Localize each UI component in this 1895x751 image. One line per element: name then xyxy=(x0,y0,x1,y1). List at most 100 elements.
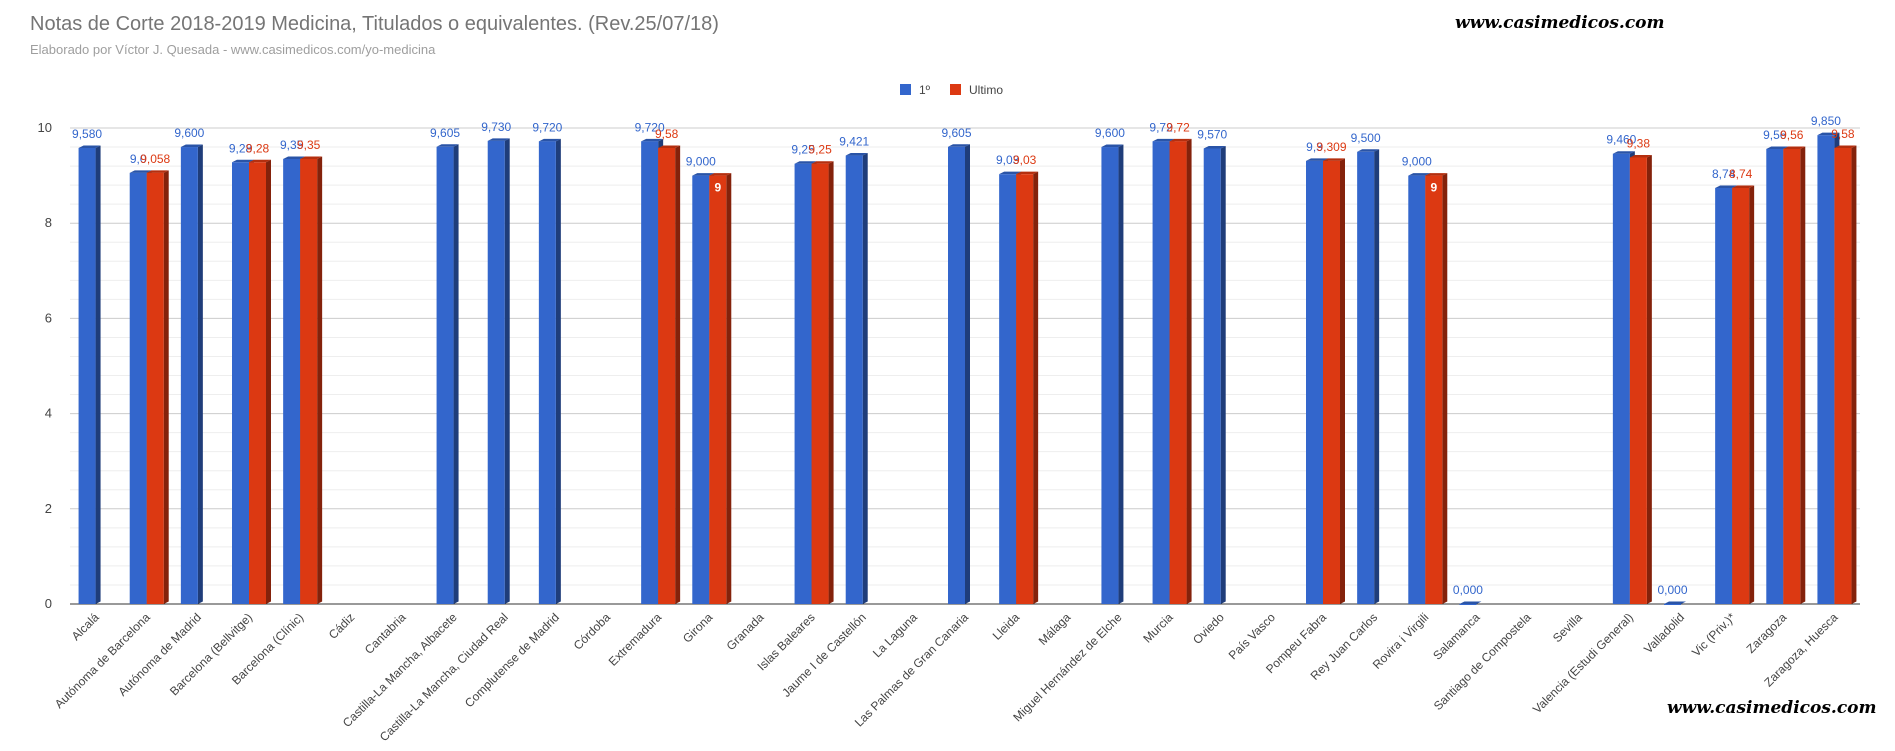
x-tick-label: La Laguna xyxy=(870,610,920,660)
bar-value-label: 9,600 xyxy=(1095,126,1125,140)
bar-top xyxy=(692,173,715,176)
bar-side xyxy=(862,153,868,604)
bar-value-label: 8,74 xyxy=(1712,167,1736,181)
bar-side xyxy=(1186,138,1192,604)
bar-value-label: 9,25 xyxy=(791,143,815,157)
bar-side xyxy=(1340,158,1345,604)
bar-side xyxy=(163,170,169,604)
bar xyxy=(709,175,727,604)
bar xyxy=(1425,175,1443,604)
bar-side xyxy=(675,145,681,604)
x-tick-label: País Vasco xyxy=(1226,610,1278,662)
legend-label: 1º xyxy=(919,83,931,97)
bar-value-label: 9,35 xyxy=(297,138,321,152)
bar-value-label: 9,600 xyxy=(174,126,204,140)
bar-value-label: 9,58 xyxy=(1831,127,1855,141)
x-tick-label: Zaragoza xyxy=(1744,610,1790,656)
bar-top xyxy=(1459,601,1482,604)
x-tick-label: Granada xyxy=(724,610,767,653)
bar xyxy=(794,163,812,604)
bar-top xyxy=(1766,146,1789,149)
legend: 1º Ultimo xyxy=(900,83,1003,97)
bar-side xyxy=(1646,155,1652,604)
bar-side xyxy=(266,159,271,604)
bar xyxy=(999,174,1017,604)
x-tick-label: Valencia (Estudi General) xyxy=(1530,610,1636,716)
bar-side xyxy=(1033,171,1039,604)
bar-top xyxy=(709,173,732,176)
bar-value-label: 9,500 xyxy=(1351,131,1381,145)
bar-top xyxy=(1203,145,1226,149)
legend-label: Ultimo xyxy=(969,83,1003,97)
bar xyxy=(538,141,556,604)
bar-value-label: 9,850 xyxy=(1811,114,1841,128)
bar xyxy=(1152,141,1170,604)
bar-value-label: 9 xyxy=(714,181,721,195)
bar-top xyxy=(1817,132,1840,136)
bar xyxy=(1629,157,1647,604)
bar xyxy=(1459,604,1477,605)
bar-value-label: 9,56 xyxy=(1780,128,1804,142)
bar xyxy=(1306,160,1323,604)
bar xyxy=(1101,147,1119,605)
bar-value-label: 9,730 xyxy=(481,120,511,134)
bar xyxy=(146,172,164,604)
bar-top xyxy=(232,159,254,163)
x-tick-label: Salamanca xyxy=(1430,610,1483,663)
y-tick-label: 6 xyxy=(45,310,52,325)
bar-value-label: 9,605 xyxy=(430,126,460,140)
bar-top xyxy=(658,145,681,148)
bar-top xyxy=(538,138,561,142)
x-tick-label: Extremadura xyxy=(606,610,665,669)
bar-top xyxy=(1152,138,1175,142)
bar-top xyxy=(1306,158,1328,161)
bar xyxy=(1612,153,1630,605)
bar xyxy=(283,158,301,604)
bar-side xyxy=(1118,144,1124,605)
bar-value-label: 9,72 xyxy=(1166,120,1190,134)
bar xyxy=(1357,151,1375,605)
x-tick-label: Autónoma de Barcelona xyxy=(52,610,153,711)
bars xyxy=(78,132,1857,605)
bar xyxy=(1203,148,1221,604)
bar-value-label: 0,000 xyxy=(1453,583,1483,597)
bar-value-label: 9,3 xyxy=(1306,140,1323,154)
bar-value-label: 9 xyxy=(1430,181,1437,195)
bar-top xyxy=(1664,601,1686,604)
bar xyxy=(129,172,147,604)
bar-top xyxy=(249,159,271,163)
bar xyxy=(692,175,710,604)
bar xyxy=(1732,187,1750,604)
bar xyxy=(1817,135,1835,604)
bar xyxy=(487,140,505,605)
bar xyxy=(1783,148,1801,604)
bar xyxy=(1766,148,1784,604)
bar-side xyxy=(317,156,323,604)
bar xyxy=(1408,175,1426,604)
bar-top xyxy=(1425,173,1448,176)
x-tick-label: Complutense de Madrid xyxy=(462,610,562,710)
chart-title: Notas de Corte 2018-2019 Medicina, Titul… xyxy=(30,13,719,35)
bar-side xyxy=(1749,185,1755,604)
bar-side xyxy=(1442,173,1448,604)
bar xyxy=(845,155,863,604)
x-tick-label: Jaume I de Castellón xyxy=(779,610,869,700)
bar-value-label: 9,38 xyxy=(1627,137,1651,151)
bar-top xyxy=(146,170,169,173)
x-tick-label: Córdoba xyxy=(571,610,614,653)
y-tick-label: 10 xyxy=(38,120,52,135)
bar xyxy=(948,146,965,604)
bar-value-label: 9,309 xyxy=(1316,140,1346,154)
bar xyxy=(232,162,249,604)
x-tick-label: Lleida xyxy=(990,610,1023,643)
bar-value-label: 9,35 xyxy=(280,138,304,152)
bar xyxy=(1169,141,1187,604)
bar-top xyxy=(78,145,101,148)
bar-top xyxy=(1408,173,1431,176)
bar xyxy=(249,162,266,604)
bar-side xyxy=(726,173,732,604)
x-tick-label: Vic (Priv.)* xyxy=(1689,610,1738,659)
bar-top xyxy=(300,156,323,159)
value-labels: 9,580 9,09,058 9,600 9,289,28 9,359,35 9,605 9… xyxy=(72,114,1855,597)
